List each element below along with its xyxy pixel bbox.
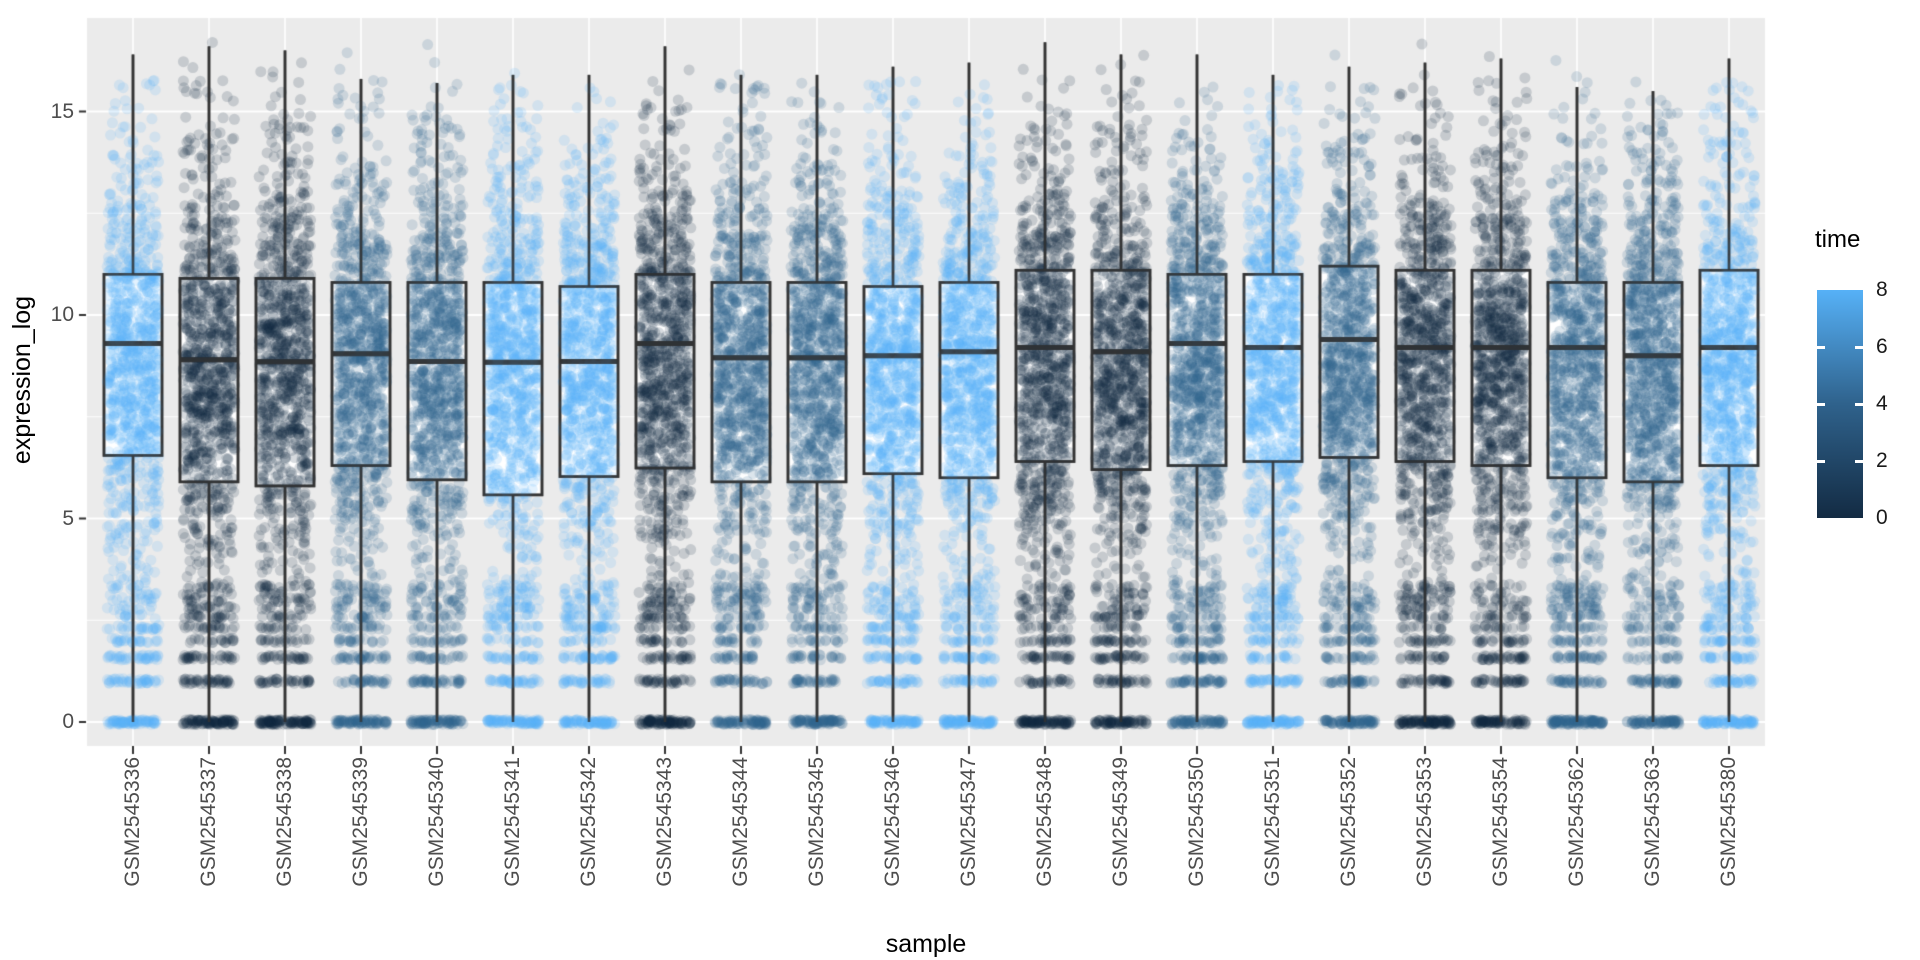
legend-tick-mark bbox=[1817, 402, 1825, 406]
x-tick-label: GSM2545354 bbox=[1489, 757, 1512, 887]
x-tick-label: GSM2545341 bbox=[501, 757, 524, 887]
x-tick-label: GSM2545343 bbox=[653, 757, 676, 887]
x-tick-label: GSM2545363 bbox=[1641, 757, 1664, 887]
x-tick-label: GSM2545351 bbox=[1261, 757, 1284, 887]
legend-tick-mark bbox=[1855, 459, 1863, 463]
legend-title: time bbox=[1815, 226, 1861, 253]
legend-tick-label: 8 bbox=[1876, 278, 1888, 301]
legend-tick-label: 0 bbox=[1876, 506, 1888, 529]
x-tick-label: GSM2545340 bbox=[425, 757, 448, 887]
x-tick-label: GSM2545346 bbox=[881, 757, 904, 887]
x-tick-label: GSM2545345 bbox=[805, 757, 828, 887]
y-tick-label: 5 bbox=[62, 506, 74, 530]
x-tick-label: GSM2545348 bbox=[1033, 757, 1056, 887]
y-tick-label: 15 bbox=[50, 99, 74, 123]
x-tick-label: GSM2545342 bbox=[577, 757, 600, 887]
x-tick-label: GSM2545352 bbox=[1337, 757, 1360, 887]
x-tick-label: GSM2545336 bbox=[121, 757, 144, 887]
x-tick-label: GSM2545362 bbox=[1565, 757, 1588, 887]
x-tick-label: GSM2545353 bbox=[1413, 757, 1436, 887]
legend-tick-mark bbox=[1855, 345, 1863, 349]
legend-tick-label: 4 bbox=[1876, 392, 1888, 415]
legend-tick-mark bbox=[1817, 345, 1825, 349]
x-tick-label: GSM2545338 bbox=[273, 757, 296, 887]
x-tick-label: GSM2545350 bbox=[1185, 757, 1208, 887]
x-tick-label: GSM2545347 bbox=[957, 757, 980, 887]
legend-tick-label: 2 bbox=[1876, 449, 1888, 472]
y-tick-label: 10 bbox=[50, 303, 74, 326]
y-tick-label: 0 bbox=[62, 710, 74, 733]
x-tick-label: GSM2545349 bbox=[1109, 757, 1132, 887]
legend-tick-label: 6 bbox=[1876, 335, 1888, 358]
x-tick-label: GSM2545344 bbox=[729, 757, 752, 887]
x-tick-label: GSM2545339 bbox=[349, 757, 372, 887]
x-tick-label: GSM2545380 bbox=[1717, 757, 1740, 887]
x-axis-title: sample bbox=[885, 930, 967, 958]
legend-tick-mark bbox=[1817, 459, 1825, 463]
x-tick-label: GSM2545337 bbox=[197, 757, 220, 887]
legend-tick-mark bbox=[1855, 402, 1863, 406]
